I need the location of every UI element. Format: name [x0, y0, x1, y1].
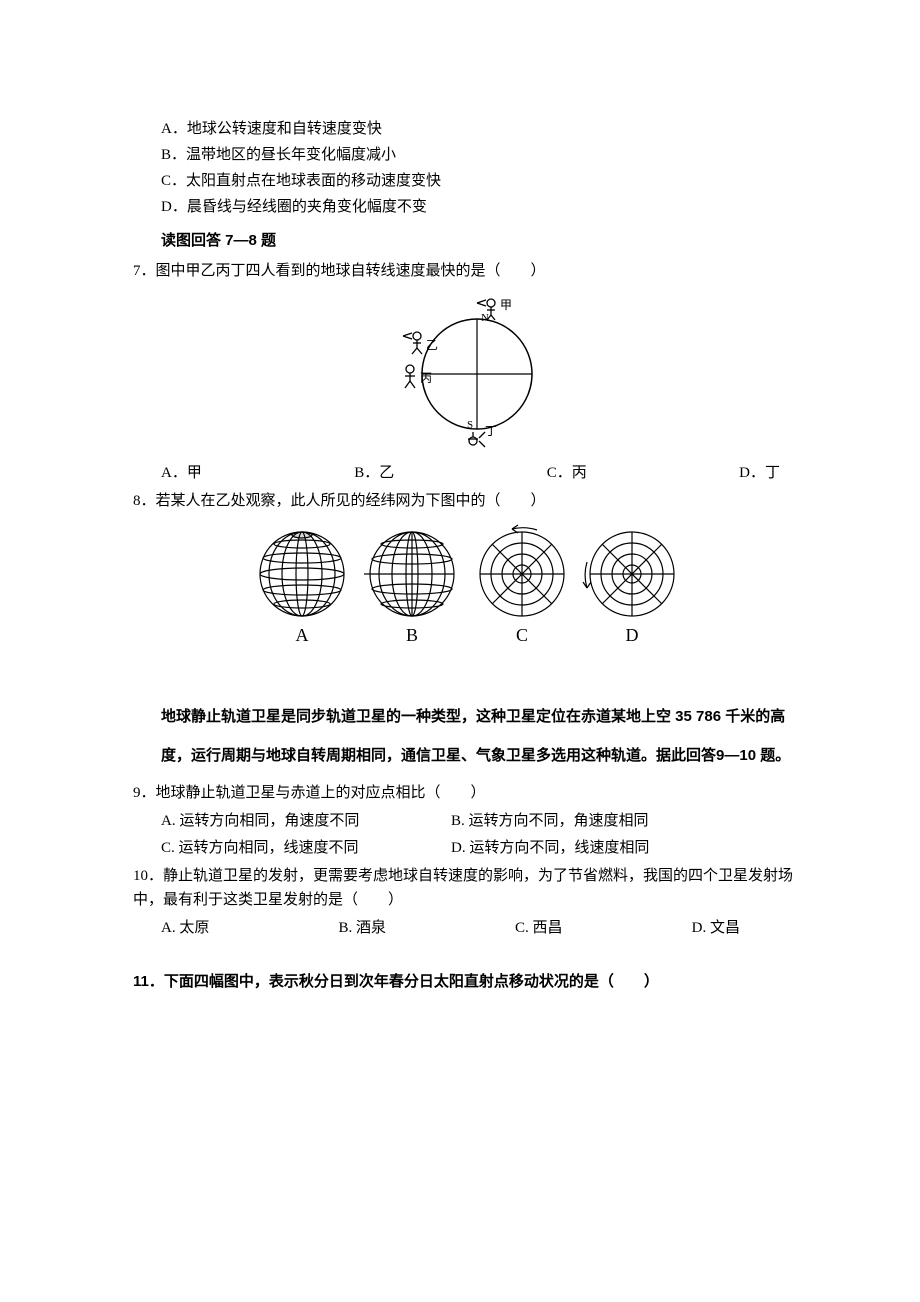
fig7-label-n: N	[481, 312, 489, 324]
fig7-label-ding: 丁	[485, 424, 497, 438]
fig8-label-b: B	[405, 625, 417, 645]
q9-c: C. 运转方向相同，线速度不同	[161, 836, 451, 860]
pre-opt-d: D．晨昏线与经线圈的夹角变化幅度不变	[161, 195, 800, 219]
q7-c: C．丙	[547, 461, 587, 485]
q9-choices-row1: A. 运转方向相同，角速度不同 B. 运转方向不同，角速度相同	[161, 809, 800, 833]
fig7-label-yi: 乙	[426, 338, 438, 352]
q10-text: 静止轨道卫星的发射，更需要考虑地球自转速度的影响，为了节省燃料，我国的四个卫星发…	[133, 868, 793, 908]
figure-q8: A B	[133, 519, 800, 657]
q8-text: 若某人在乙处观察，此人所见的经纬网为下图中的（ ）	[156, 493, 546, 509]
q7-text: 图中甲乙丙丁四人看到的地球自转线速度最快的是（ ）	[156, 263, 546, 279]
q10-num: 10．	[133, 868, 163, 884]
q9-choices-row2: C. 运转方向相同，线速度不同 D. 运转方向不同，线速度相同	[161, 836, 800, 860]
q7-choices: A．甲 B．乙 C．丙 D．丁	[161, 461, 780, 485]
pre-opt-b: B．温带地区的昼长年变化幅度减小	[161, 143, 800, 167]
q7-b: B．乙	[354, 461, 394, 485]
fig7-label-bing: 丙	[420, 371, 432, 385]
fig8-label-d: D	[625, 625, 638, 645]
q8-num: 8．	[133, 493, 156, 509]
q11-num: 11．	[133, 973, 164, 990]
question-8: 8．若某人在乙处观察，此人所见的经纬网为下图中的（ ）	[133, 489, 800, 513]
q7-num: 7．	[133, 263, 156, 279]
figure-q7: 甲 N 乙 丙 丁 S	[133, 289, 800, 457]
q9-b: B. 运转方向不同，角速度相同	[451, 809, 741, 833]
pre-opt-c: C．太阳直射点在地球表面的移动速度变快	[161, 169, 800, 193]
q10-d: D. 文昌	[692, 916, 740, 940]
fig7-label-jia: 甲	[500, 298, 512, 312]
q7-a: A．甲	[161, 461, 202, 485]
passage-9-10: 地球静止轨道卫星是同步轨道卫星的一种类型，这种卫星定位在赤道某地上空 35 78…	[161, 697, 800, 775]
q9-text: 地球静止轨道卫星与赤道上的对应点相比（ ）	[156, 785, 486, 801]
question-10: 10．静止轨道卫星的发射，更需要考虑地球自转速度的影响，为了节省燃料，我国的四个…	[133, 864, 800, 912]
q10-c: C. 西昌	[515, 916, 563, 940]
q11-text: 下面四幅图中，表示秋分日到次年春分日太阳直射点移动状况的是（ ）	[164, 973, 659, 990]
question-7: 7．图中甲乙丙丁四人看到的地球自转线速度最快的是（ ）	[133, 259, 800, 283]
q9-num: 9．	[133, 785, 156, 801]
fig7-label-s: S	[467, 419, 473, 431]
q10-a: A. 太原	[161, 916, 209, 940]
q7-d: D．丁	[739, 461, 780, 485]
fig8-label-a: A	[295, 625, 308, 645]
q10-choices: A. 太原 B. 酒泉 C. 西昌 D. 文昌	[161, 916, 740, 940]
section-7-8-title: 读图回答 7—8 题	[161, 229, 800, 253]
fig8-label-c: C	[515, 625, 527, 645]
question-9: 9．地球静止轨道卫星与赤道上的对应点相比（ ）	[133, 781, 800, 805]
question-11: 11．下面四幅图中，表示秋分日到次年春分日太阳直射点移动状况的是（ ）	[133, 970, 800, 994]
q9-d: D. 运转方向不同，线速度相同	[451, 836, 741, 860]
pre-opt-a: A．地球公转速度和自转速度变快	[161, 117, 800, 141]
q10-b: B. 酒泉	[338, 916, 386, 940]
q9-a: A. 运转方向相同，角速度不同	[161, 809, 451, 833]
